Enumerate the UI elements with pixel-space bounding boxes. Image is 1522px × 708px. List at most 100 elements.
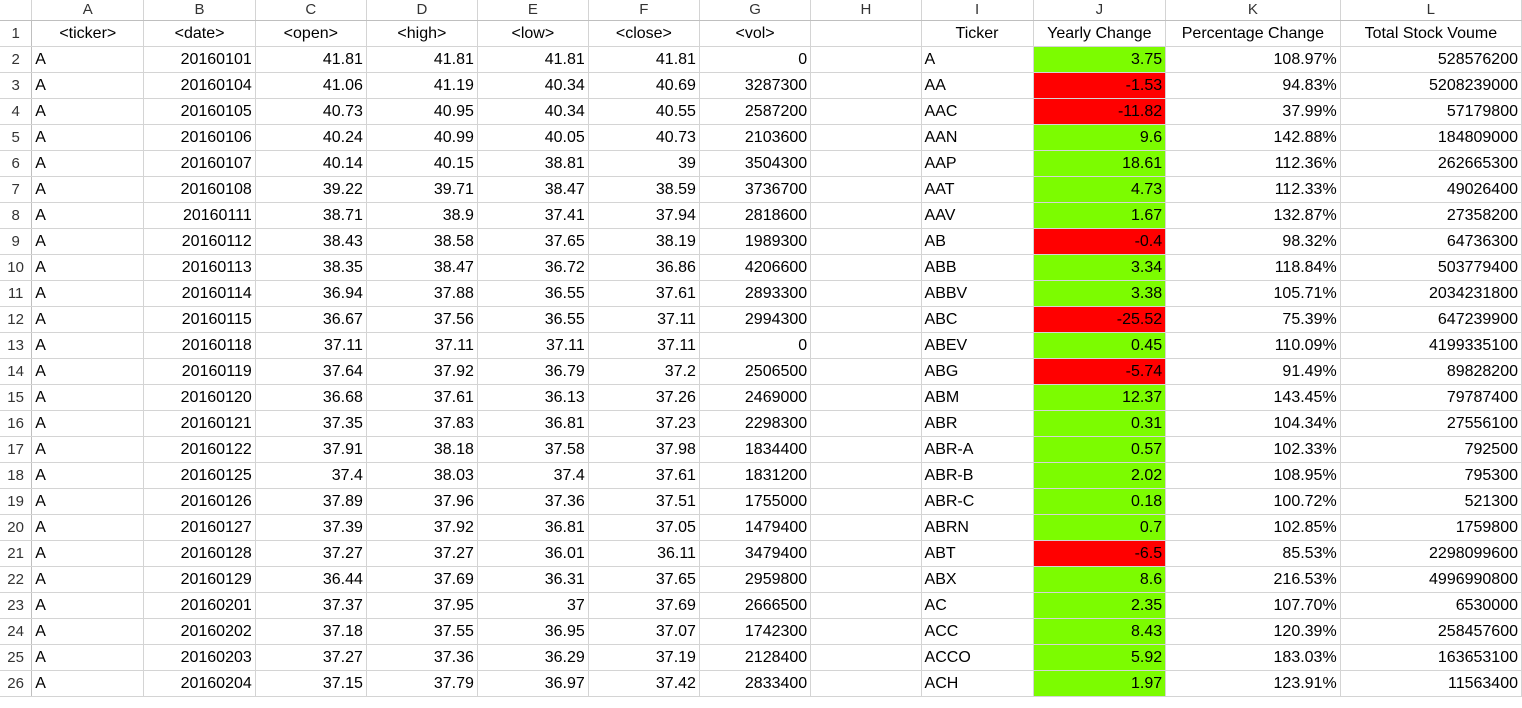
cell-vol[interactable]: 2469000 — [699, 384, 812, 411]
cell-percentage-change[interactable]: 110.09% — [1165, 332, 1341, 359]
cell-summary-ticker[interactable]: AAV — [921, 202, 1034, 229]
cell-yearly-change[interactable]: 8.43 — [1033, 618, 1167, 645]
cell-ticker[interactable]: A — [31, 306, 145, 333]
row-header[interactable]: 21 — [0, 540, 33, 567]
cell-ticker[interactable]: A — [31, 72, 145, 99]
cell-total-stock-volume[interactable]: 1759800 — [1340, 514, 1522, 541]
cell-summary-ticker[interactable]: ABR-A — [921, 436, 1034, 463]
cell-date[interactable]: 20160119 — [143, 358, 256, 385]
cell-vol[interactable]: 1742300 — [699, 618, 812, 645]
cell-date[interactable]: 20160106 — [143, 124, 256, 151]
cell-total-stock-volume[interactable]: 64736300 — [1340, 228, 1522, 255]
cell-low[interactable]: 36.55 — [477, 306, 589, 333]
cell-high[interactable]: 37.92 — [366, 514, 478, 541]
cell-date[interactable]: 20160204 — [143, 670, 256, 697]
cell-high[interactable]: 37.61 — [366, 384, 478, 411]
cell-date[interactable]: 20160118 — [143, 332, 256, 359]
cell-vol[interactable]: 2833400 — [699, 670, 812, 697]
cell-low[interactable]: 37.41 — [477, 202, 589, 229]
cell-low[interactable]: 38.47 — [477, 176, 589, 203]
cell-close[interactable]: 39 — [588, 150, 700, 177]
cell-high[interactable]: 38.47 — [366, 254, 478, 281]
cell-yearly-change[interactable]: 5.92 — [1033, 644, 1167, 671]
cell-ticker[interactable]: A — [31, 436, 145, 463]
cell-ticker[interactable]: A — [31, 540, 145, 567]
cell-summary-ticker[interactable]: AAC — [921, 98, 1034, 125]
empty-cell[interactable] — [810, 410, 922, 437]
cell-low[interactable]: 37 — [477, 592, 589, 619]
empty-cell[interactable] — [810, 98, 922, 125]
cell-ticker[interactable]: A — [31, 228, 145, 255]
cell-open[interactable]: 36.94 — [255, 280, 367, 307]
cell-yearly-change[interactable]: -11.82 — [1033, 98, 1167, 125]
header-cell-total-stock-volume[interactable]: Total Stock Voume — [1340, 20, 1522, 47]
cell-close[interactable]: 37.2 — [588, 358, 700, 385]
cell-open[interactable]: 36.68 — [255, 384, 367, 411]
row-header[interactable]: 5 — [0, 124, 33, 151]
cell-high[interactable]: 37.88 — [366, 280, 478, 307]
empty-cell[interactable] — [810, 592, 922, 619]
cell-yearly-change[interactable]: -1.53 — [1033, 72, 1167, 99]
header-cell-summary-ticker[interactable]: Ticker — [921, 20, 1034, 47]
cell-date[interactable]: 20160126 — [143, 488, 256, 515]
row-header[interactable]: 20 — [0, 514, 33, 541]
cell-low[interactable]: 37.36 — [477, 488, 589, 515]
cell-open[interactable]: 40.73 — [255, 98, 367, 125]
cell-vol[interactable]: 2298300 — [699, 410, 812, 437]
cell-high[interactable]: 40.15 — [366, 150, 478, 177]
cell-low[interactable]: 37.4 — [477, 462, 589, 489]
cell-vol[interactable]: 2818600 — [699, 202, 812, 229]
cell-yearly-change[interactable]: -5.74 — [1033, 358, 1167, 385]
empty-cell[interactable] — [810, 332, 922, 359]
cell-vol[interactable]: 2103600 — [699, 124, 812, 151]
row-header[interactable]: 6 — [0, 150, 33, 177]
cell-percentage-change[interactable]: 85.53% — [1165, 540, 1341, 567]
cell-vol[interactable]: 1479400 — [699, 514, 812, 541]
cell-close[interactable]: 36.11 — [588, 540, 700, 567]
cell-close[interactable]: 37.42 — [588, 670, 700, 697]
cell-summary-ticker[interactable]: ABRN — [921, 514, 1034, 541]
cell-ticker[interactable]: A — [31, 124, 145, 151]
row-header[interactable]: 25 — [0, 644, 33, 671]
header-cell-close[interactable]: <close> — [588, 20, 700, 47]
cell-summary-ticker[interactable]: AC — [921, 592, 1034, 619]
column-header-b[interactable]: B — [143, 0, 256, 21]
cell-total-stock-volume[interactable]: 258457600 — [1340, 618, 1522, 645]
cell-high[interactable]: 37.56 — [366, 306, 478, 333]
cell-high[interactable]: 37.95 — [366, 592, 478, 619]
cell-date[interactable]: 20160111 — [143, 202, 256, 229]
cell-summary-ticker[interactable]: ABBV — [921, 280, 1034, 307]
cell-percentage-change[interactable]: 123.91% — [1165, 670, 1341, 697]
cell-low[interactable]: 36.81 — [477, 514, 589, 541]
cell-high[interactable]: 38.9 — [366, 202, 478, 229]
cell-open[interactable]: 38.35 — [255, 254, 367, 281]
cell-low[interactable]: 36.81 — [477, 410, 589, 437]
cell-vol[interactable]: 3287300 — [699, 72, 812, 99]
empty-cell[interactable] — [810, 618, 922, 645]
empty-cell[interactable] — [810, 644, 922, 671]
cell-open[interactable]: 37.91 — [255, 436, 367, 463]
cell-date[interactable]: 20160105 — [143, 98, 256, 125]
cell-vol[interactable]: 3504300 — [699, 150, 812, 177]
cell-ticker[interactable]: A — [31, 98, 145, 125]
cell-yearly-change[interactable]: -6.5 — [1033, 540, 1167, 567]
cell-open[interactable]: 37.27 — [255, 644, 367, 671]
cell-yearly-change[interactable]: 8.6 — [1033, 566, 1167, 593]
cell-open[interactable]: 36.67 — [255, 306, 367, 333]
cell-percentage-change[interactable]: 118.84% — [1165, 254, 1341, 281]
cell-date[interactable]: 20160115 — [143, 306, 256, 333]
cell-total-stock-volume[interactable]: 11563400 — [1340, 670, 1522, 697]
cell-total-stock-volume[interactable]: 528576200 — [1340, 46, 1522, 73]
cell-total-stock-volume[interactable]: 262665300 — [1340, 150, 1522, 177]
cell-high[interactable]: 37.83 — [366, 410, 478, 437]
header-cell-ticker[interactable]: <ticker> — [31, 20, 145, 47]
cell-vol[interactable]: 2994300 — [699, 306, 812, 333]
cell-high[interactable]: 37.96 — [366, 488, 478, 515]
cell-yearly-change[interactable]: -25.52 — [1033, 306, 1167, 333]
column-header-a[interactable]: A — [31, 0, 145, 21]
cell-open[interactable]: 38.43 — [255, 228, 367, 255]
row-header[interactable]: 9 — [0, 228, 33, 255]
empty-cell[interactable] — [810, 306, 922, 333]
cell-percentage-change[interactable]: 112.36% — [1165, 150, 1341, 177]
cell-close[interactable]: 37.26 — [588, 384, 700, 411]
